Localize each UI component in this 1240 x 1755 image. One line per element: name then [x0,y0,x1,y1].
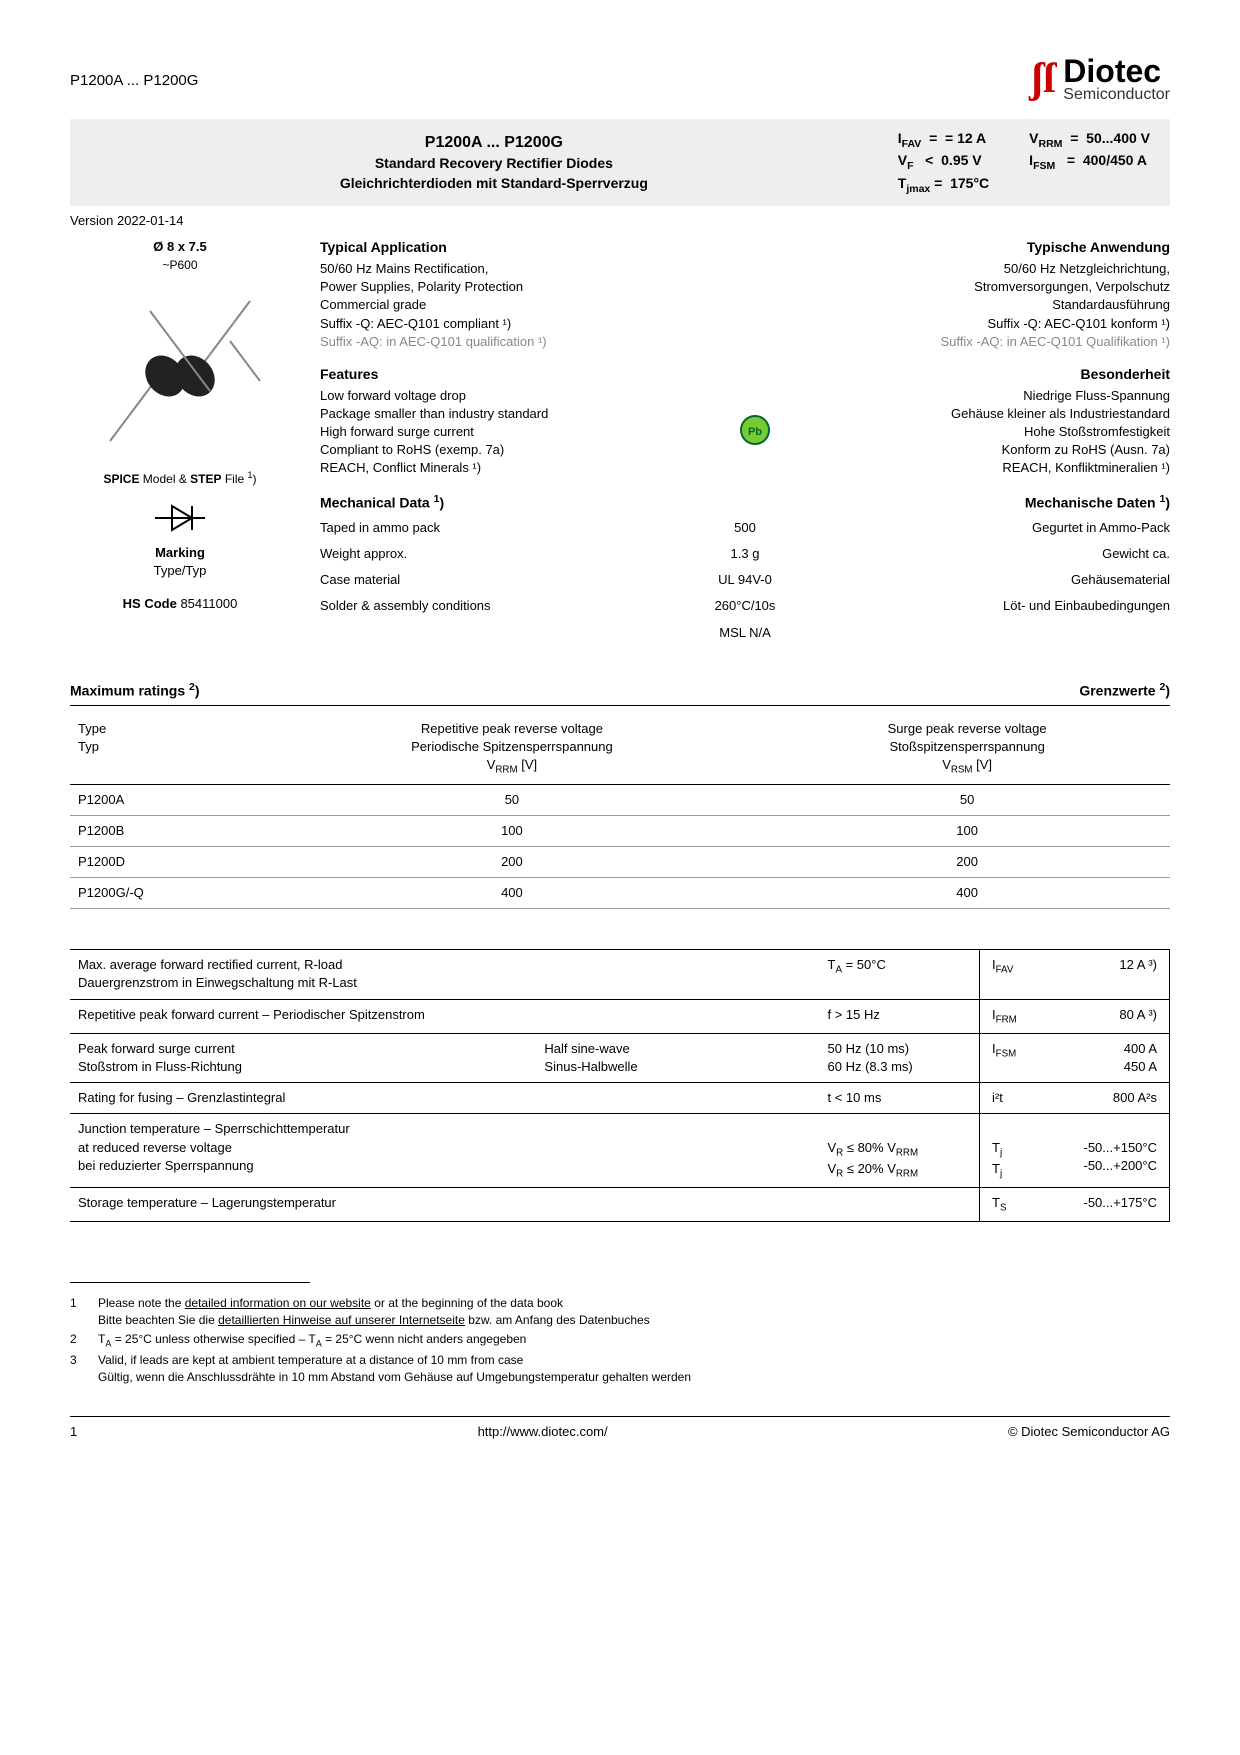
param-tjmax: Tjmax = 175°C [898,174,989,196]
app-line: Power Supplies, Polarity Protection [320,278,745,296]
param-vf: VF < 0.95 V [898,151,989,173]
footnotes: 1 Please note the detailed information o… [70,1295,1170,1385]
version: Version 2022-01-14 [70,212,1170,230]
package-ref: ~P600 [70,257,290,274]
params-table: Max. average forward rectified current, … [70,949,1170,1222]
feature-line: Konform zu RoHS (Ausn. 7a) [770,441,1170,459]
feature-line: Gehäuse kleiner als Industriestandard [770,405,1170,423]
typical-app-title-en: Typical Application [320,238,745,258]
footnote-2: 2 TA = 25°C unless otherwise specified –… [70,1331,1170,1350]
footnote-1: 1 Please note the detailed information o… [70,1295,1170,1329]
table-row: P1200G/-Q400400 [70,878,1170,909]
mechanical-data: Mechanical Data 1) Mechanische Daten 1) … [320,492,1170,646]
col-type: TypeTyp [70,714,260,784]
product-title: P1200A ... P1200G [90,132,898,154]
feature-line: Niedrige Fluss-Spannung [770,387,1170,405]
param-row: Rating for fusing – Grenzlastintegralt <… [70,1083,1170,1114]
product-subtitle-en: Standard Recovery Rectifier Diodes [90,154,898,174]
feature-line: High forward surge current [320,423,720,441]
app-line: Standardausführung [745,296,1170,314]
app-line: 50/60 Hz Netzgleichrichtung, [745,260,1170,278]
mech-row: MSL N/A [320,620,1170,646]
feature-line: REACH, Conflict Minerals ¹) [320,459,720,477]
package-column: Ø 8 x 7.5 ~P600 SPICE Model & STEP File … [70,238,290,659]
footnote-rule [70,1282,310,1291]
package-dim: Ø 8 x 7.5 [70,238,290,256]
mech-title-en: Mechanical Data 1) [320,492,444,513]
marking-sub: Type/Typ [70,562,290,580]
param-vrrm: VRRM = 50...400 V [1029,129,1150,151]
param-row: Junction temperature – Sperrschichttempe… [70,1114,1170,1188]
ratings-table: TypeTyp Repetitive peak reverse voltageP… [70,714,1170,909]
spice-note: SPICE Model & STEP File 1) [70,469,290,488]
typical-application: Typical Application 50/60 Hz Mains Recti… [320,238,1170,351]
content-row: Ø 8 x 7.5 ~P600 SPICE Model & STEP File … [70,238,1170,659]
feature-line: REACH, Konfliktmineralien ¹) [770,459,1170,477]
mech-row: Case materialUL 94V-0Gehäusematerial [320,567,1170,593]
table-row: P1200D200200 [70,846,1170,877]
app-line: 50/60 Hz Mains Rectification, [320,260,745,278]
app-line: Suffix -AQ: in AEC-Q101 qualification ¹) [320,333,745,351]
feature-line: Package smaller than industry standard [320,405,720,423]
diode-symbol [150,498,210,538]
app-line: Commercial grade [320,296,745,314]
mech-row: Weight approx.1.3 gGewicht ca. [320,541,1170,567]
param-ifav: IFAV = = 12 A [898,129,989,151]
feature-line: Low forward voltage drop [320,387,720,405]
logo-sub: Semiconductor [1063,87,1170,103]
key-params: IFAV = = 12 A VF < 0.95 V Tjmax = 175°C … [898,129,1150,196]
mech-row: Solder & assembly conditions260°C/10sLöt… [320,593,1170,619]
footer-url: http://www.diotec.com/ [478,1423,608,1441]
logo-mark: ʃſ [1031,50,1055,109]
param-ifsm: IFSM = 400/450 A [1029,151,1150,173]
param-row: Max. average forward rectified current, … [70,950,1170,999]
footnote-link[interactable]: detaillierten Hinweise auf unserer Inter… [218,1313,465,1327]
footnote-link[interactable]: detailed information on our website [185,1296,371,1310]
col-vrrm: Repetitive peak reverse voltagePeriodisc… [260,714,765,784]
page-number: 1 [70,1423,77,1441]
max-ratings-de: Grenzwerte 2) [1079,680,1170,701]
app-line: Stromversorgungen, Verpolschutz [745,278,1170,296]
app-line: Suffix -Q: AEC-Q101 konform ¹) [745,315,1170,333]
features: Features Low forward voltage drop Packag… [320,365,1170,478]
footer-copyright: © Diotec Semiconductor AG [1008,1423,1170,1441]
logo-main: Diotec [1063,55,1170,87]
features-title-en: Features [320,365,720,385]
header-top: P1200A ... P1200G ʃſ Diotec Semiconducto… [70,50,1170,109]
table-row: P1200A5050 [70,784,1170,815]
product-subtitle-de: Gleichrichterdioden mit Standard-Sperrve… [90,174,898,194]
footnote-3: 3 Valid, if leads are kept at ambient te… [70,1352,1170,1386]
diode-image [90,281,270,461]
typical-app-title-de: Typische Anwendung [745,238,1170,258]
app-line: Suffix -AQ: in AEC-Q101 Qualifikation ¹) [745,333,1170,351]
param-row: Storage temperature – Lagerungstemperatu… [70,1188,1170,1222]
max-ratings-en: Maximum ratings 2) [70,680,200,701]
features-title-de: Besonderheit [770,365,1170,385]
table-row: P1200B100100 [70,815,1170,846]
max-ratings-header: Maximum ratings 2) Grenzwerte 2) [70,680,1170,706]
app-line: Suffix -Q: AEC-Q101 compliant ¹) [320,315,745,333]
page-id: P1200A ... P1200G [70,50,198,91]
mech-row: Taped in ammo pack500Gegurtet in Ammo-Pa… [320,515,1170,541]
param-row: Peak forward surge currentStoßstrom in F… [70,1033,1170,1082]
col-vrsm: Surge peak reverse voltageStoßspitzenspe… [764,714,1170,784]
page-footer: 1 http://www.diotec.com/ © Diotec Semico… [70,1416,1170,1441]
feature-line: Hohe Stoßstromfestigkeit [770,423,1170,441]
title-box: P1200A ... P1200G Standard Recovery Rect… [70,119,1170,206]
param-row: Repetitive peak forward current – Period… [70,999,1170,1033]
marking-label: Marking [70,544,290,562]
hs-code: HS Code 85411000 [70,595,290,613]
logo: ʃſ Diotec Semiconductor [1031,50,1170,109]
feature-line: Compliant to RoHS (exemp. 7a) [320,441,720,459]
pb-badge-icon: Pb [740,415,770,445]
mech-title-de: Mechanische Daten 1) [1025,492,1170,513]
